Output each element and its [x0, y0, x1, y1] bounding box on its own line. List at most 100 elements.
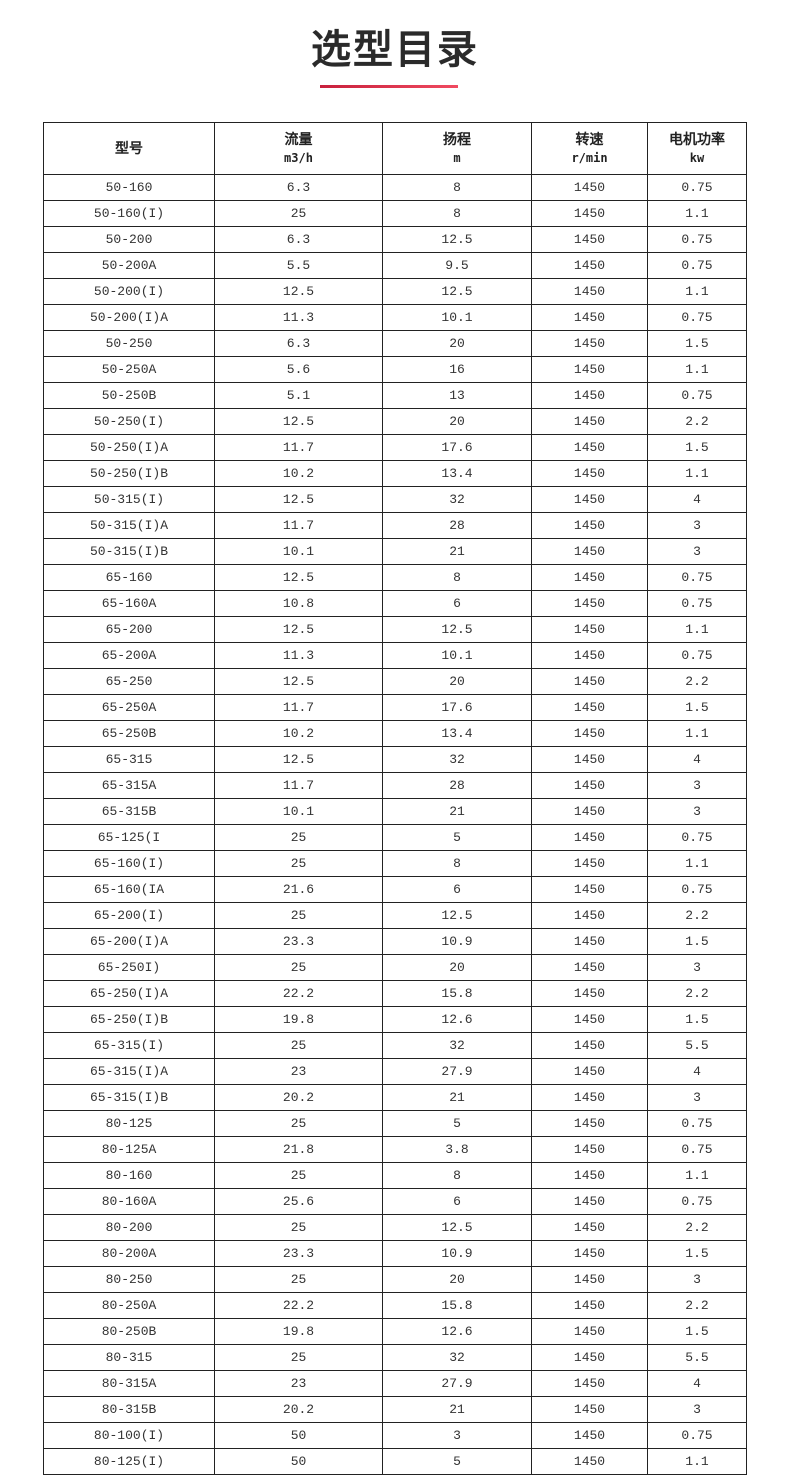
cell-flow: 12.5	[214, 668, 383, 695]
cell-power: 0.75	[647, 252, 747, 279]
header-model: 型号	[43, 122, 215, 175]
cell-model: 50-200(I)A	[43, 304, 215, 331]
cell-model: 80-200	[43, 1214, 215, 1241]
table-row: 65-250 12.5 20 1450 2.2	[43, 668, 747, 695]
cell-model: 80-315A	[43, 1370, 215, 1397]
cell-speed: 1450	[531, 226, 648, 253]
cell-power: 1.1	[647, 850, 747, 877]
table-row: 65-250B 10.2 13.4 1450 1.1	[43, 720, 747, 747]
cell-model: 65-315	[43, 746, 215, 773]
cell-power: 0.75	[647, 642, 747, 669]
cell-speed: 1450	[531, 1448, 648, 1475]
cell-speed: 1450	[531, 512, 648, 539]
cell-power: 1.5	[647, 694, 747, 721]
cell-flow: 25	[214, 954, 383, 981]
cell-power: 3	[647, 772, 747, 799]
table-row: 50-200(I)A 11.3 10.1 1450 0.75	[43, 304, 747, 331]
cell-head: 13.4	[382, 720, 532, 747]
cell-flow: 25.6	[214, 1188, 383, 1215]
table-row: 65-200A 11.3 10.1 1450 0.75	[43, 642, 747, 669]
table-row: 80-250B 19.8 12.6 1450 1.5	[43, 1318, 747, 1345]
cell-model: 50-250B	[43, 382, 215, 409]
cell-head: 13	[382, 382, 532, 409]
cell-model: 65-315A	[43, 772, 215, 799]
cell-flow: 23	[214, 1370, 383, 1397]
cell-flow: 21.8	[214, 1136, 383, 1163]
cell-flow: 12.5	[214, 486, 383, 513]
cell-model: 50-160(I)	[43, 200, 215, 227]
cell-model: 65-315(I)A	[43, 1058, 215, 1085]
cell-speed: 1450	[531, 330, 648, 357]
cell-speed: 1450	[531, 824, 648, 851]
table-row: 65-125(I 25 5 1450 0.75	[43, 824, 747, 851]
cell-head: 6	[382, 1188, 532, 1215]
cell-model: 50-250(I)B	[43, 460, 215, 487]
cell-speed: 1450	[531, 720, 648, 747]
cell-flow: 11.7	[214, 512, 383, 539]
cell-speed: 1450	[531, 460, 648, 487]
table-row: 65-200(I)A 23.3 10.9 1450 1.5	[43, 928, 747, 955]
header-label: 流量	[284, 131, 313, 148]
table-row: 65-250(I)A 22.2 15.8 1450 2.2	[43, 980, 747, 1007]
cell-head: 5	[382, 824, 532, 851]
cell-model: 80-160A	[43, 1188, 215, 1215]
cell-speed: 1450	[531, 1266, 648, 1293]
cell-head: 10.9	[382, 928, 532, 955]
cell-power: 2.2	[647, 1214, 747, 1241]
cell-speed: 1450	[531, 486, 648, 513]
cell-power: 3	[647, 798, 747, 825]
cell-speed: 1450	[531, 1422, 648, 1449]
cell-power: 1.1	[647, 616, 747, 643]
cell-head: 21	[382, 798, 532, 825]
cell-head: 27.9	[382, 1058, 532, 1085]
table-row: 50-250 6.3 20 1450 1.5	[43, 330, 747, 357]
cell-flow: 12.5	[214, 564, 383, 591]
table-row: 65-160(IA 21.6 6 1450 0.75	[43, 876, 747, 903]
header-unit: m	[453, 150, 461, 165]
cell-flow: 11.7	[214, 772, 383, 799]
cell-flow: 19.8	[214, 1006, 383, 1033]
cell-model: 80-125(I)	[43, 1448, 215, 1475]
table-row: 50-315(I)B 10.1 21 1450 3	[43, 538, 747, 565]
table-row: 50-200(I) 12.5 12.5 1450 1.1	[43, 278, 747, 305]
cell-power: 0.75	[647, 590, 747, 617]
cell-power: 0.75	[647, 1422, 747, 1449]
cell-head: 3	[382, 1422, 532, 1449]
cell-flow: 5.5	[214, 252, 383, 279]
cell-flow: 10.1	[214, 798, 383, 825]
table-row: 65-200(I) 25 12.5 1450 2.2	[43, 902, 747, 929]
cell-flow: 23.3	[214, 928, 383, 955]
cell-speed: 1450	[531, 902, 648, 929]
cell-power: 5.5	[647, 1032, 747, 1059]
cell-model: 80-200A	[43, 1240, 215, 1267]
table-row: 65-315(I) 25 32 1450 5.5	[43, 1032, 747, 1059]
table-row: 65-250(I)B 19.8 12.6 1450 1.5	[43, 1006, 747, 1033]
cell-model: 80-125A	[43, 1136, 215, 1163]
cell-head: 5	[382, 1448, 532, 1475]
cell-power: 1.1	[647, 278, 747, 305]
cell-flow: 11.7	[214, 434, 383, 461]
cell-model: 65-250B	[43, 720, 215, 747]
cell-model: 80-315	[43, 1344, 215, 1371]
page-title: 选型目录	[311, 27, 479, 73]
cell-head: 12.5	[382, 616, 532, 643]
cell-speed: 1450	[531, 174, 648, 201]
cell-model: 65-200A	[43, 642, 215, 669]
cell-model: 65-125(I	[43, 824, 215, 851]
cell-speed: 1450	[531, 1084, 648, 1111]
cell-model: 80-160	[43, 1162, 215, 1189]
table-row: 65-315B 10.1 21 1450 3	[43, 798, 747, 825]
cell-speed: 1450	[531, 1162, 648, 1189]
cell-model: 50-250(I)	[43, 408, 215, 435]
header-label: 转速	[575, 131, 604, 148]
cell-head: 20	[382, 330, 532, 357]
cell-power: 0.75	[647, 1188, 747, 1215]
cell-head: 12.5	[382, 278, 532, 305]
cell-model: 65-250A	[43, 694, 215, 721]
table-row: 50-160(I) 25 8 1450 1.1	[43, 200, 747, 227]
cell-model: 65-250	[43, 668, 215, 695]
table-row: 65-315(I)A 23 27.9 1450 4	[43, 1058, 747, 1085]
cell-head: 21	[382, 1084, 532, 1111]
table-row: 50-250B 5.1 13 1450 0.75	[43, 382, 747, 409]
cell-speed: 1450	[531, 1292, 648, 1319]
